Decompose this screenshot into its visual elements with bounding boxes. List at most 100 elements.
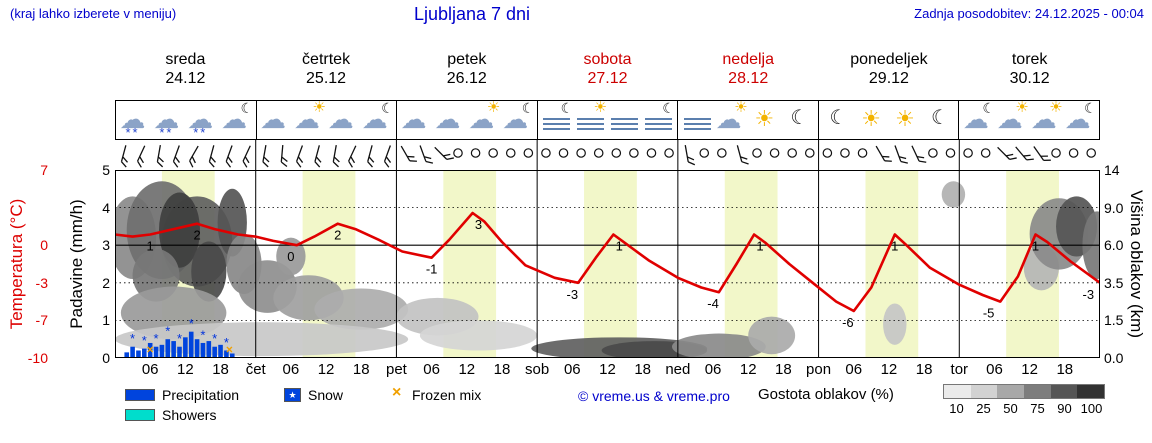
hour-label: 12 [880,361,898,378]
hour-label: 12 [599,361,616,378]
temperature-value-label: -3 [567,287,579,302]
menu-hint: (kraj lahko izberete v meniju) [10,6,177,21]
wind-barb-icon [242,145,251,168]
day-date: 27.12 [587,70,628,87]
wind-calm-icon [822,148,833,158]
cloud-density-tick: 100 [1080,401,1103,416]
day-icon-cell: ☁ ** ☁ ** ☁ ** ☾ ☁ [116,100,257,140]
cloud-blob [748,316,796,355]
day-date: 26.12 [446,70,487,87]
day-date: 28.12 [728,70,769,87]
axis-tick: 4 [102,199,110,216]
cloud-blob [115,322,409,357]
hour-label: 12 [458,361,476,378]
cloud-density-label: Gostota oblakov (%) [758,386,894,403]
axis-tick: 7 [40,162,48,178]
wind-calm-icon [963,148,973,158]
day-date: 30.12 [1009,70,1050,87]
wind-barb-icon [736,145,749,165]
snow-mark-icon: * [165,324,170,339]
axis-tick: -7 [35,312,48,329]
wind-barb-icon [295,145,304,168]
cloud-sun-icon: ☀ ☁ [715,99,748,134]
wind-calm-icon [611,148,622,158]
snow-cloud-icon: ☁ ** [119,104,146,140]
fog-sun-icon: ☀ [574,100,607,137]
showers-swatch [125,409,155,421]
fog-icon [608,103,641,137]
wind-calm-icon [576,148,586,158]
wind-calm-icon [646,148,657,158]
wind-barb-icon [348,145,357,168]
wind-barb-icon [136,145,146,168]
fog-icon [681,103,714,137]
cloud-blob [276,237,306,276]
weather-icon-strip: ☁ ** ☁ ** ☁ ** ☾ ☁ ☁ ☀ ☁ ☁ ☾ ☁ ☁ ☁ ☀ ☁ ☾ ☁ ☾ ☀ ☾ ☀ ☁ ☀ ☾ ☾ ☀ ☀ ☾ ☾ ☁ ☀ ☁ ☀ ☁… [115,100,1100,140]
cloud-icon: ☁ [327,104,354,134]
sun-icon: ☀ [861,106,881,131]
precip-bar [153,346,159,358]
axis-tick: -3 [35,274,48,291]
day-abbr-label: pon [806,361,832,378]
page-title: Ljubljana 7 dni [413,4,531,24]
precip-bar [229,353,235,358]
wind-calm-icon [945,148,956,158]
wind-calm-icon [752,148,762,158]
day-header: nedelja 28.12 [678,50,819,88]
snow-mark-icon: * [130,331,135,346]
cloud-moon-icon: ☾ ☁ [1064,100,1097,134]
cloud-moon-icon: ☾ ☁ [962,100,995,134]
wind-calm-icon [488,148,498,158]
cloud-density-tick: 90 [1057,401,1072,416]
precip-bar [136,350,141,358]
cloud-icon: ☁ [400,104,427,134]
axis-tick: 2 [102,274,110,291]
temperature-value-label: 3 [475,217,482,232]
wind-barb-icon [156,145,164,168]
temperature-value-label: 2 [193,228,200,243]
credit-link[interactable]: © vreme.us & vreme.pro [578,388,730,404]
temperature-value-label: -1 [426,262,438,277]
cloud-density-tick: 25 [976,401,991,416]
snow-mark-icon: * [189,316,194,331]
temperature-value-label: -6 [842,315,854,330]
precipitation-legend-label: Precipitation [162,387,240,403]
cloud-blob [158,192,201,268]
wind-barb-icon [383,145,392,168]
hour-label: 18 [352,361,370,378]
wind-calm-icon [664,148,674,158]
wind-calm-icon [787,148,797,158]
wind-barb-icon [400,145,417,162]
day-abbr-label: sob [525,361,550,378]
wind-calm-icon [769,148,780,158]
day-name: sreda [165,51,206,68]
wind-calm-icon [1051,148,1061,158]
precip-bar [159,344,165,358]
cloud-moon-icon: ☾ ☁ [221,100,254,134]
cloud-blob [941,181,966,208]
wind-calm-icon [629,148,639,158]
hour-label: 18 [212,361,229,378]
cloud-density-tick: 50 [1003,401,1018,416]
precip-bar [200,342,206,358]
day-abbr-label: čet [245,361,266,378]
axis-tick: 3.5 [1104,274,1124,291]
temperature-line [113,211,1102,313]
precip-bar [124,352,130,358]
cloud-density-tick: 10 [949,401,964,416]
snow-mark-icon: * [200,327,205,342]
day-name: ponedeljek [850,51,928,68]
cloud-icon: ☁ [434,104,461,134]
wind-barb-icon [911,145,927,163]
hour-label: 12 [177,361,194,378]
cloud-moon-icon: ☾ ☁ [502,100,535,134]
cloud-density-gradient [943,384,1105,399]
wind-calm-icon [804,148,815,158]
snow-cloud-icon: ☁ ** [187,104,214,140]
wind-barb-icon [189,145,199,168]
precip-bar [206,341,212,358]
axis-tick: 0.0 [1104,350,1124,366]
hour-label: 06 [704,361,722,378]
wind-barb-icon [314,145,322,168]
